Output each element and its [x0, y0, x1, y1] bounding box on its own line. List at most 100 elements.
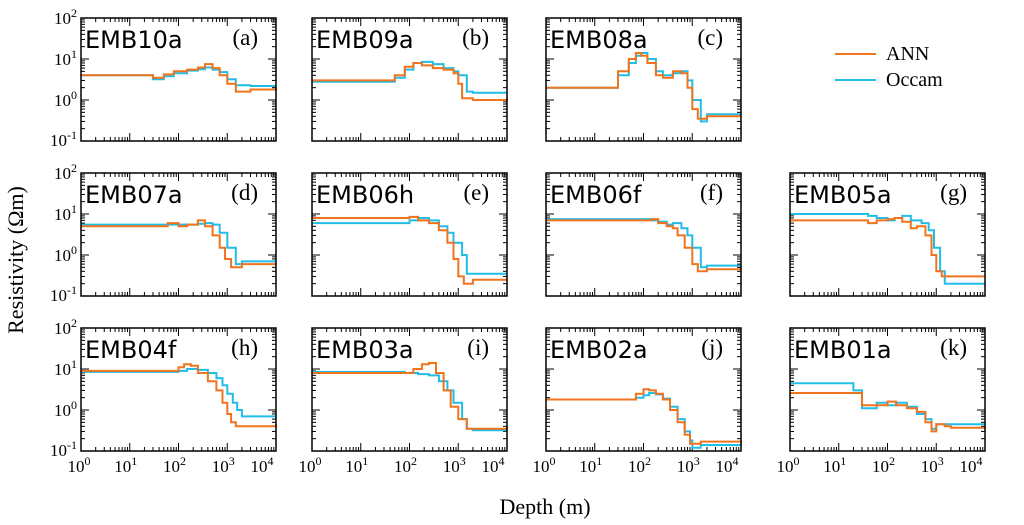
series-occam	[312, 370, 507, 432]
x-tick-label: 104	[251, 454, 274, 476]
x-tick-label: 101	[114, 454, 137, 476]
panel-title: EMB03a	[316, 336, 414, 364]
series-ann	[546, 388, 742, 445]
series-occam	[81, 222, 276, 266]
plot-frame	[545, 327, 742, 452]
panel-tag: (g)	[940, 180, 967, 205]
y-tick-label: 100	[54, 243, 77, 265]
x-tick-label: 102	[628, 454, 651, 476]
series-ann	[546, 52, 741, 120]
panel-j: EMB02a (j) 100 101 102 103 104	[533, 327, 742, 476]
plot-frame	[311, 327, 508, 452]
series-ann	[312, 62, 508, 101]
series-ann	[312, 215, 507, 285]
panel-title: EMB02a	[550, 336, 648, 364]
panel-title: EMB01a	[794, 336, 892, 364]
panel-a: EMB10a (a) 102 101 100 10-1	[50, 6, 277, 150]
panel-f: EMB06f (f)	[545, 172, 742, 297]
panel-k: EMB01a (k) 100 101 102 103 104	[777, 327, 986, 476]
x-tick-label: 100	[533, 454, 556, 476]
y-tick-label: 101	[54, 357, 77, 379]
panel-title: EMB05a	[794, 181, 892, 209]
plot-frame	[789, 327, 986, 452]
x-tick-label: 104	[960, 454, 983, 476]
plot-frame	[789, 172, 986, 297]
x-tick-label: 103	[212, 454, 235, 476]
series-occam	[81, 66, 276, 87]
x-tick-label: 101	[579, 454, 602, 476]
series-occam	[81, 368, 276, 418]
x-tick-label: 102	[872, 454, 895, 476]
y-tick-label: 102	[54, 6, 77, 28]
panel-b: EMB09a (b)	[311, 17, 508, 142]
series-occam	[546, 392, 742, 449]
series-ann	[790, 217, 985, 278]
y-tick-label: 10-1	[50, 283, 77, 305]
x-tick-label: 100	[777, 454, 800, 476]
panel-title: EMB09a	[316, 26, 414, 54]
y-tick-label: 101	[54, 47, 77, 69]
series-ann	[81, 219, 276, 269]
series-ann	[81, 363, 277, 428]
y-tick-label: 101	[54, 202, 77, 224]
series-occam	[790, 213, 985, 285]
series-occam	[546, 218, 741, 269]
legend: ANN Occam	[835, 43, 943, 91]
plot-frame	[311, 17, 508, 142]
panel-tag: (k)	[940, 335, 967, 360]
plot-frame	[80, 17, 277, 142]
x-tick-label: 103	[677, 454, 700, 476]
panel-title: EMB08a	[550, 26, 648, 54]
y-tick-label: 100	[54, 398, 77, 420]
panel-title: EMB06h	[316, 181, 414, 209]
panel-c: EMB08a (c)	[545, 17, 742, 142]
x-tick-label: 100	[299, 454, 322, 476]
panel-tag: (d)	[231, 180, 258, 205]
legend-label-ann: ANN	[886, 43, 929, 65]
panel-title: EMB04f	[85, 336, 177, 364]
plot-frame	[311, 172, 508, 297]
y-tick-label: 102	[54, 316, 77, 338]
series-ann	[790, 392, 986, 433]
panel-title: EMB10a	[85, 26, 183, 54]
x-tick-label: 103	[921, 454, 944, 476]
plot-frame	[545, 172, 742, 297]
series-ann	[312, 362, 508, 430]
x-axis-label: Depth (m)	[499, 494, 590, 519]
series-ann	[81, 63, 277, 93]
panel-e: EMB06h (e)	[311, 172, 508, 297]
series-occam	[312, 217, 507, 275]
plot-frame	[545, 17, 742, 142]
y-tick-label: 100	[54, 88, 77, 110]
panel-tag: (i)	[467, 335, 489, 360]
panel-g: EMB05a (g)	[789, 172, 986, 297]
panel-d: EMB07a (d) 102 101 100 10-1	[50, 161, 277, 305]
panel-tag: (c)	[697, 25, 723, 50]
panel-tag: (b)	[462, 25, 489, 50]
x-tick-label: 104	[482, 454, 505, 476]
x-tick-label: 102	[394, 454, 417, 476]
y-tick-label: 10-1	[50, 128, 77, 150]
panel-i: EMB03a (i) 100 101 102 103 104	[299, 327, 508, 476]
x-tick-label: 102	[163, 454, 186, 476]
panel-tag: (h)	[231, 335, 258, 360]
panel-tag: (e)	[463, 180, 489, 205]
panel-tag: (f)	[700, 180, 723, 205]
panel-tag: (a)	[232, 25, 258, 50]
y-tick-label: 102	[54, 161, 77, 183]
y-tick-label: 10-1	[50, 438, 77, 460]
y-axis-label: Resistivity (Ωm)	[3, 186, 28, 334]
panel-title: EMB06f	[550, 181, 642, 209]
plot-frame	[80, 327, 277, 452]
panel-tag: (j)	[701, 335, 723, 360]
x-tick-label: 101	[345, 454, 368, 476]
x-tick-label: 104	[716, 454, 739, 476]
x-tick-label: 100	[68, 454, 91, 476]
plot-frame	[80, 172, 277, 297]
series-occam	[312, 60, 507, 94]
x-tick-label: 103	[443, 454, 466, 476]
legend-label-occam: Occam	[886, 69, 943, 91]
